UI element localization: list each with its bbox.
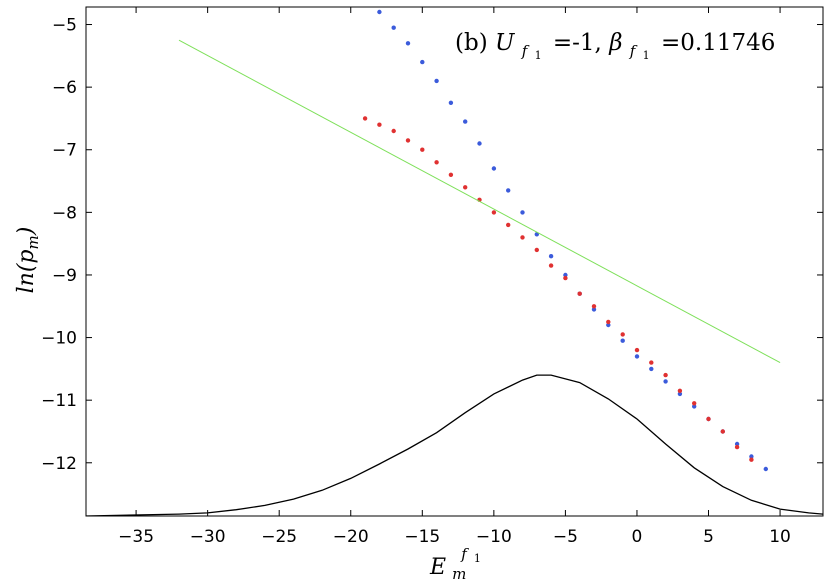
scatter-point-0-26	[749, 454, 754, 459]
scatter-point-0-4	[434, 78, 439, 84]
x-tick-label: −30	[190, 527, 226, 547]
series-line-2	[178, 39, 781, 364]
x-tick-label: −20	[333, 527, 369, 547]
scatter-point-1-0	[362, 116, 368, 121]
y-tick-label: −8	[52, 203, 77, 223]
scatter-point-0-2	[405, 41, 411, 46]
x-tick-label: −35	[118, 527, 154, 547]
x-tick-label: 0	[632, 527, 643, 547]
scatter-point-0-25	[734, 441, 740, 447]
x-axis-title: E m f 1	[429, 540, 481, 585]
scatter-point-0-0	[377, 9, 382, 15]
plot-frame	[85, 6, 824, 517]
scatter-point-0-17	[620, 338, 625, 343]
scatter-point-1-14	[563, 275, 568, 281]
scatter-point-0-12	[548, 254, 554, 259]
x-tick-label: −25	[261, 527, 297, 547]
scatter-point-0-8	[491, 166, 497, 171]
series-line-3	[86, 374, 823, 516]
y-axis-title: ln(pm)	[14, 227, 42, 294]
y-tick-label: −10	[41, 329, 77, 349]
y-tick-label: −7	[52, 141, 77, 161]
ticks-layer: −35 −30 −25 −20 −15 −10 −5 0 5 10 −5 −6 −7 −8 −9 −10 −11…	[41, 7, 823, 547]
scatter-point-0-1	[391, 25, 396, 30]
y-tick-label: −5	[52, 16, 77, 36]
data-layer	[86, 9, 823, 516]
scatter-point-0-20	[663, 379, 668, 384]
scatter-point-1-23	[692, 401, 697, 406]
annotation: (b) U f 1 =-1, β f 1 =0.11746	[455, 30, 775, 65]
scatter-point-0-6	[463, 119, 468, 124]
scatter-point-0-27	[763, 466, 768, 472]
scatter-point-0-22	[692, 404, 697, 409]
scatter-point-1-9	[491, 210, 497, 215]
scatter-point-0-19	[649, 366, 654, 372]
scatter-point-1-27	[749, 457, 754, 462]
scatter-point-1-15	[577, 291, 582, 296]
scatter-point-0-16	[606, 322, 611, 328]
scatter-point-1-10	[506, 222, 511, 228]
scatter-point-1-1	[377, 122, 382, 127]
scatter-point-0-13	[563, 272, 568, 278]
scatter-point-1-18	[620, 332, 625, 337]
scatter-point-0-18	[634, 354, 640, 359]
scatter-point-0-10	[520, 210, 525, 215]
y-tick-label: −11	[41, 391, 77, 411]
x-tick-label: −15	[404, 527, 440, 547]
scatter-point-0-5	[448, 100, 454, 106]
x-tick-label: −5	[553, 527, 578, 547]
y-tick-label: −12	[41, 454, 77, 474]
scatter-point-1-22	[677, 388, 683, 393]
scatter-point-1-24	[706, 416, 711, 422]
scatter-point-0-15	[591, 307, 597, 312]
x-tick-label: −10	[476, 527, 512, 547]
scatter-point-0-7	[477, 141, 482, 146]
y-tick-label: −9	[52, 266, 77, 286]
scatter-point-1-11	[520, 235, 525, 240]
scatter-point-1-19	[634, 347, 640, 353]
scatter-point-1-21	[663, 372, 668, 378]
scatter-point-1-3	[405, 138, 411, 143]
scatter-point-1-26	[734, 444, 740, 450]
scatter-point-0-21	[677, 391, 683, 397]
scatter-point-1-12	[534, 247, 539, 253]
scatter-point-1-13	[548, 263, 554, 268]
scatter-point-1-25	[720, 429, 725, 434]
scatter-point-0-3	[420, 59, 425, 65]
x-tick-label: 10	[769, 527, 791, 547]
scatter-point-1-2	[391, 128, 396, 134]
scatter-point-1-7	[463, 185, 468, 190]
scatter-point-0-9	[506, 188, 511, 193]
scatter-point-1-5	[434, 160, 439, 165]
y-tick-label: −6	[52, 78, 77, 98]
scatter-point-1-16	[591, 304, 597, 309]
scatter-point-1-17	[606, 319, 611, 325]
x-tick-label: 5	[703, 527, 714, 547]
scatter-point-1-20	[649, 360, 654, 365]
scatter-point-1-4	[420, 147, 425, 152]
scatter-point-1-6	[448, 172, 454, 177]
